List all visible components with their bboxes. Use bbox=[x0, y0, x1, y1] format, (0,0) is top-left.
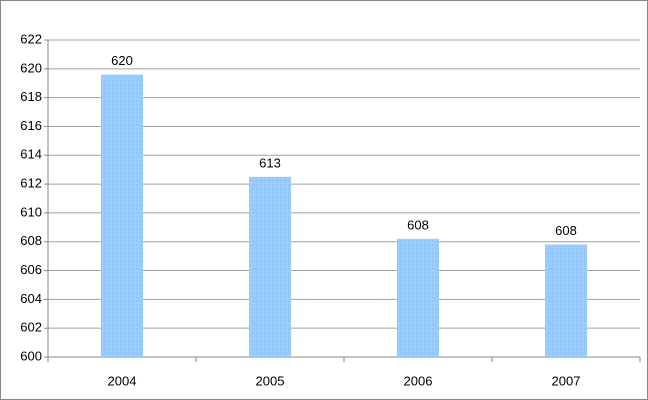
y-tick-label: 606 bbox=[20, 262, 42, 277]
y-tick-label: 620 bbox=[20, 60, 42, 75]
x-tick-label: 2006 bbox=[404, 373, 433, 388]
bar bbox=[249, 176, 291, 357]
x-tick-label: 2007 bbox=[552, 373, 581, 388]
y-tick-label: 604 bbox=[20, 291, 42, 306]
y-tick-label: 600 bbox=[20, 348, 42, 363]
bar bbox=[545, 244, 587, 357]
data-label: 613 bbox=[259, 155, 281, 170]
y-tick-label: 614 bbox=[20, 147, 42, 162]
x-tick-label: 2005 bbox=[256, 373, 285, 388]
data-label: 608 bbox=[407, 217, 429, 232]
x-tick-label: 2004 bbox=[108, 373, 137, 388]
data-label: 620 bbox=[111, 53, 133, 68]
bar bbox=[101, 74, 143, 357]
y-tick-label: 622 bbox=[20, 31, 42, 46]
y-tick-label: 618 bbox=[20, 89, 42, 104]
y-tick-label: 608 bbox=[20, 233, 42, 248]
bar bbox=[397, 238, 439, 357]
y-tick-label: 610 bbox=[20, 204, 42, 219]
data-label: 608 bbox=[555, 223, 577, 238]
y-tick-label: 612 bbox=[20, 176, 42, 191]
y-tick-label: 602 bbox=[20, 320, 42, 335]
y-tick-label: 616 bbox=[20, 118, 42, 133]
